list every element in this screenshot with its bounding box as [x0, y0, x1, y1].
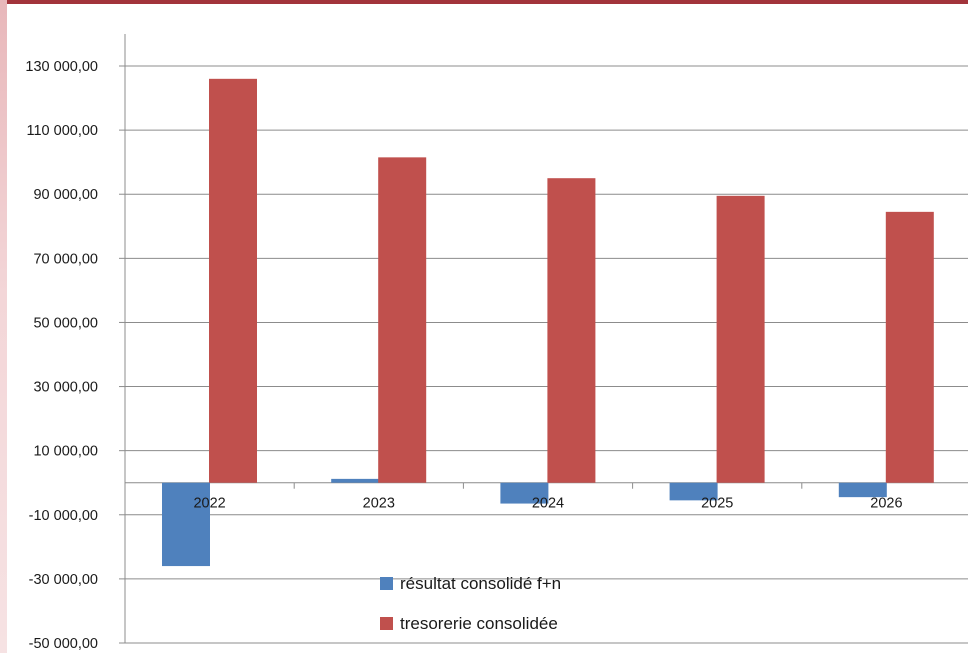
y-tick-label: 110 000,00: [27, 123, 99, 139]
bar-tresorerie-2023: [378, 157, 427, 483]
x-category-label: 2025: [701, 496, 733, 512]
y-tick-label: 70 000,00: [33, 251, 98, 267]
bar-resultat-2024: [500, 482, 549, 504]
legend-label: résultat consolidé f+n: [400, 574, 561, 593]
bar-tresorerie-2024: [547, 178, 596, 483]
x-category-label: 2022: [193, 496, 225, 512]
axes: [119, 34, 968, 644]
legend: résultat consolidé f+n tresorerie consoli…: [380, 574, 561, 633]
top-border: [0, 0, 968, 4]
x-category-label: 2024: [532, 496, 564, 512]
bar-tresorerie-2026: [885, 211, 934, 483]
bar-tresorerie-2025: [716, 195, 765, 483]
y-tick-label: 50 000,00: [33, 315, 98, 331]
y-tick-label: -50 000,00: [29, 636, 98, 652]
bar-resultat-2022: [162, 482, 210, 567]
y-tick-label: 130 000,00: [25, 59, 98, 75]
bar-resultat-2023: [331, 478, 380, 483]
bar-resultat-2026: [838, 482, 887, 498]
x-category-label: 2026: [870, 496, 902, 512]
left-decorative-strip: [0, 0, 7, 653]
y-tick-label: 10 000,00: [33, 444, 98, 460]
legend-swatch: [380, 617, 393, 630]
y-tick-label: -30 000,00: [29, 572, 98, 588]
y-tick-label: 30 000,00: [33, 380, 98, 396]
grid-lines: [125, 65, 968, 644]
y-tick-label: -10 000,00: [29, 508, 98, 524]
y-tick-label: 90 000,00: [33, 187, 98, 203]
labels: 130 000,00 110 000,00 90 000,00 70 000,00 50…: [25, 59, 902, 652]
legend-label: tresorerie consolidée: [400, 614, 558, 633]
bars: [162, 78, 934, 567]
x-category-label: 2023: [363, 496, 395, 512]
bar-tresorerie-2022: [209, 78, 257, 483]
bar-resultat-2025: [669, 482, 718, 501]
legend-swatch: [380, 577, 393, 590]
